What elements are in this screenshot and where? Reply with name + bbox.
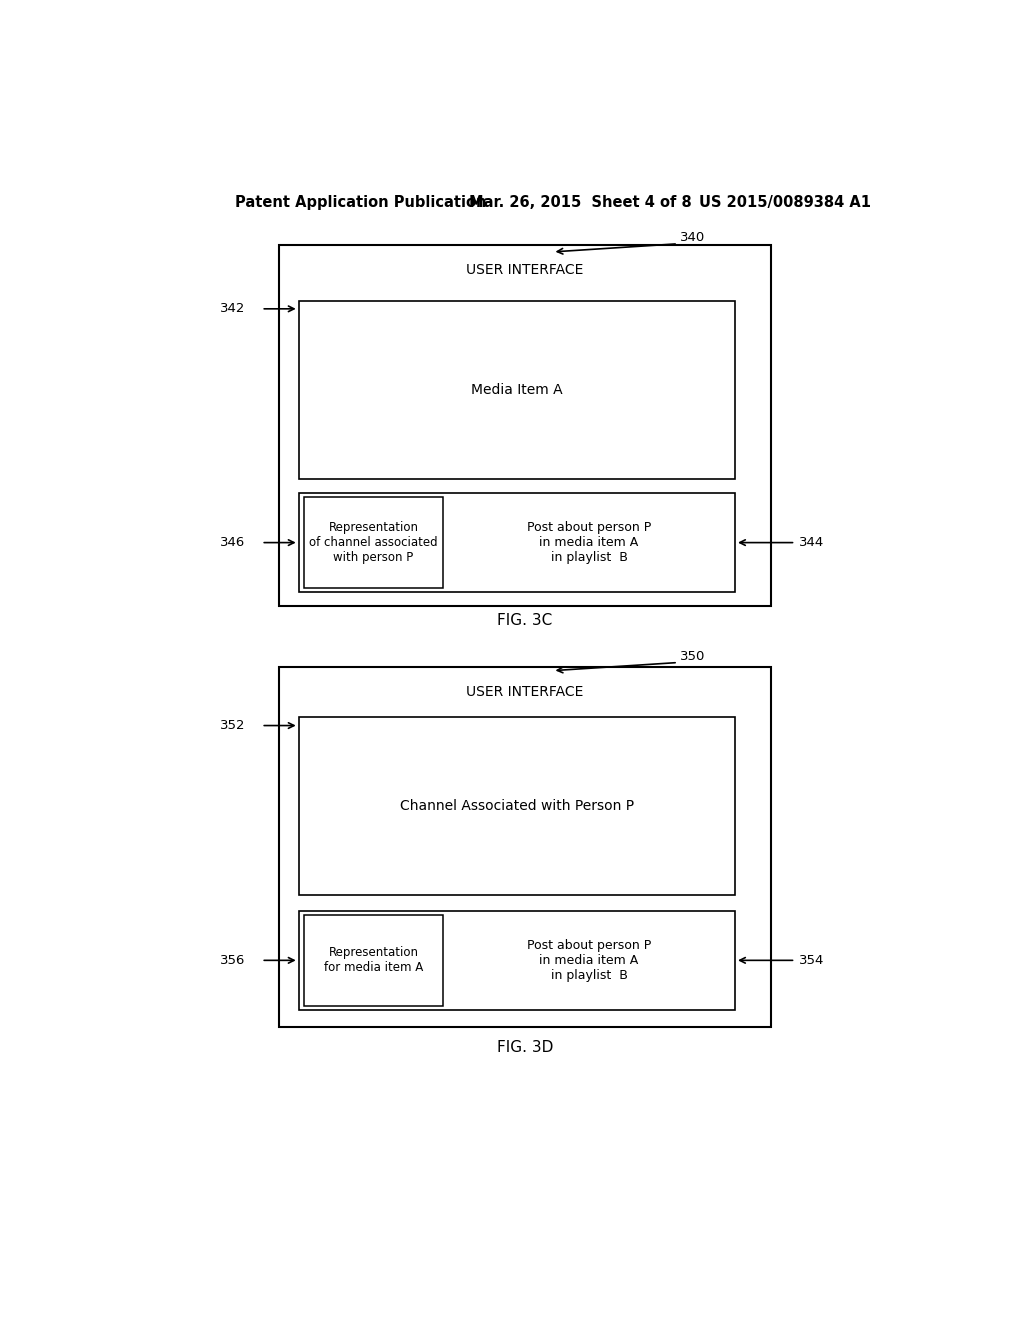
Text: Media Item A: Media Item A xyxy=(471,383,562,396)
Text: Mar. 26, 2015  Sheet 4 of 8: Mar. 26, 2015 Sheet 4 of 8 xyxy=(469,194,692,210)
FancyBboxPatch shape xyxy=(299,718,735,895)
Text: 354: 354 xyxy=(799,954,824,966)
Text: USER INTERFACE: USER INTERFACE xyxy=(466,685,584,700)
FancyBboxPatch shape xyxy=(304,915,443,1006)
Text: US 2015/0089384 A1: US 2015/0089384 A1 xyxy=(699,194,871,210)
Text: Representation
for media item A: Representation for media item A xyxy=(324,946,423,974)
Text: Post about person P
in media item A
in playlist  B: Post about person P in media item A in p… xyxy=(527,521,651,564)
FancyBboxPatch shape xyxy=(279,244,771,606)
Text: USER INTERFACE: USER INTERFACE xyxy=(466,263,584,277)
Text: Patent Application Publication: Patent Application Publication xyxy=(236,194,486,210)
FancyBboxPatch shape xyxy=(299,492,735,593)
Text: Post about person P
in media item A
in playlist  B: Post about person P in media item A in p… xyxy=(527,939,651,982)
FancyBboxPatch shape xyxy=(299,301,735,479)
FancyBboxPatch shape xyxy=(299,911,735,1010)
Text: 342: 342 xyxy=(220,302,246,315)
FancyBboxPatch shape xyxy=(279,667,771,1027)
Text: 350: 350 xyxy=(680,649,705,663)
Text: 356: 356 xyxy=(220,954,246,966)
Text: 352: 352 xyxy=(220,719,246,733)
FancyBboxPatch shape xyxy=(304,496,443,589)
Text: FIG. 3C: FIG. 3C xyxy=(498,614,552,628)
Text: 346: 346 xyxy=(220,536,246,549)
Text: Channel Associated with Person P: Channel Associated with Person P xyxy=(399,800,634,813)
Text: 340: 340 xyxy=(680,231,705,244)
Text: Representation
of channel associated
with person P: Representation of channel associated wit… xyxy=(309,521,438,564)
Text: 344: 344 xyxy=(799,536,824,549)
Text: FIG. 3D: FIG. 3D xyxy=(497,1040,553,1055)
